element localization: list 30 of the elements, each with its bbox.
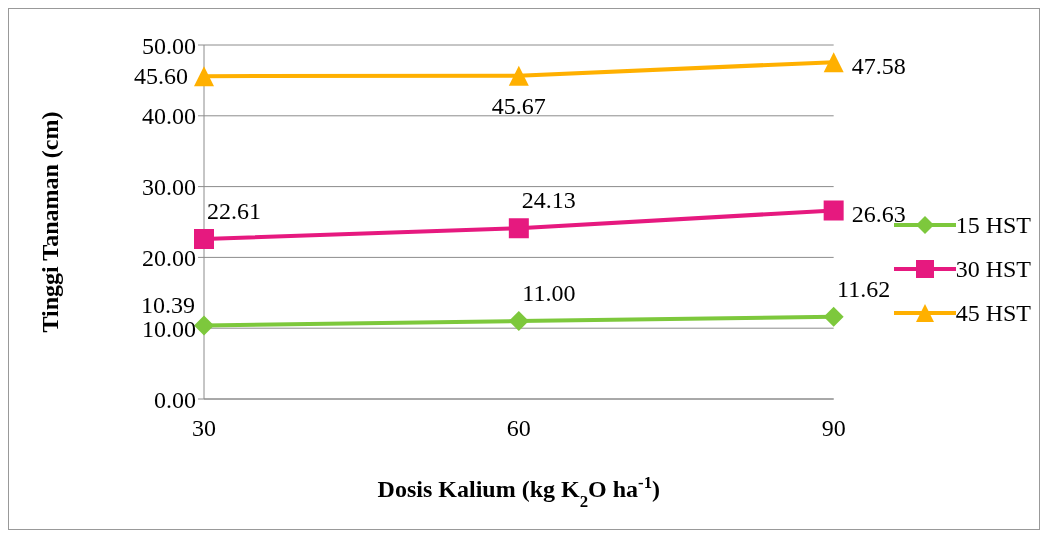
legend-label: 15 HST — [955, 211, 1031, 240]
data-label: 22.61 — [207, 197, 261, 224]
point — [508, 65, 529, 86]
y-axis-title: Tinggi Tanaman (cm) — [36, 111, 63, 333]
point — [508, 311, 529, 332]
point — [194, 315, 214, 336]
y-tick-label: 50.00 — [142, 32, 196, 59]
x-tick-label: 30 — [192, 415, 216, 442]
data-label: 11.62 — [837, 275, 891, 302]
x-tick-label: 60 — [506, 415, 531, 442]
legend-label: 45 HST — [955, 299, 1031, 328]
point — [194, 66, 214, 87]
y-tick-label: 20.00 — [142, 244, 196, 271]
legend-label: 30 HST — [955, 255, 1031, 284]
data-label: 47.58 — [851, 53, 906, 80]
x-axis-title: Dosis Kalium (kg K$_{2}$O ha$^{-1}$) — [377, 472, 661, 511]
data-label: 24.13 — [521, 187, 576, 214]
point — [508, 218, 529, 239]
y-tick-label: 0.00 — [154, 386, 196, 413]
y-tick-label: 30.00 — [142, 174, 196, 201]
data-label: 45.67 — [491, 92, 546, 119]
point — [823, 306, 844, 327]
point — [823, 52, 844, 73]
point — [823, 200, 844, 221]
y-tick-label: 40.00 — [142, 103, 196, 130]
point — [194, 228, 214, 249]
data-label: 45.60 — [134, 63, 188, 90]
data-label: 26.63 — [851, 201, 906, 228]
data-label: 11.00 — [522, 280, 576, 307]
x-tick-label: 90 — [821, 415, 846, 442]
